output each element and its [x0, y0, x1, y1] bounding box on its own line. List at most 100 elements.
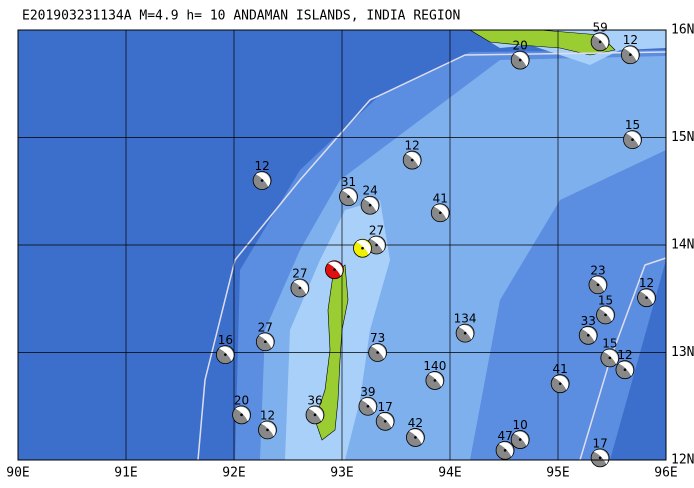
beachball-center	[645, 296, 648, 299]
event-label: 17	[592, 436, 607, 450]
beachball-center	[586, 334, 590, 337]
beachball-center	[518, 58, 522, 62]
beachball-center	[414, 436, 417, 439]
event-label: 12	[623, 33, 638, 47]
beachball-dilatation	[361, 398, 377, 413]
beachball-dilatation	[593, 33, 609, 49]
y-tick-label: 16N	[671, 23, 694, 38]
beachball-dilatation	[603, 349, 618, 365]
plate-boundary	[579, 257, 667, 461]
focal-mechanism	[425, 371, 445, 390]
focal-mechanism	[430, 203, 450, 223]
beachball-center	[368, 203, 372, 207]
beachball-dilatation	[342, 188, 357, 203]
event-label: 12	[639, 276, 654, 290]
beachball-dilatation	[370, 236, 385, 252]
focal-mechanism	[455, 323, 475, 343]
beachball-center	[608, 356, 612, 360]
focal-mechanism	[368, 343, 388, 362]
focal-mechanism	[588, 275, 608, 295]
beachball-center	[410, 158, 414, 162]
event-label: 41	[553, 362, 568, 376]
event-label: 33	[581, 314, 596, 328]
focal-mechanism	[596, 305, 615, 325]
beachball-dilatation	[428, 372, 443, 387]
beachball-dilatation	[624, 46, 639, 62]
beachball-center	[503, 449, 507, 452]
focal-mechanism	[252, 171, 272, 190]
beachball-center	[518, 438, 522, 441]
event-label: 15	[602, 336, 617, 350]
beachball-dilatation	[593, 449, 609, 465]
focal-mechanism	[615, 360, 635, 380]
x-tick-label: 90E	[6, 466, 29, 481]
event-label: 15	[625, 118, 640, 132]
y-tick-label: 15N	[671, 130, 694, 145]
beachball-center	[240, 413, 243, 417]
focal-mechanism	[358, 396, 378, 416]
beachball-center	[347, 195, 350, 198]
focal-mechanism	[360, 195, 380, 215]
event-label: 15	[598, 293, 613, 307]
beachball-center	[604, 313, 607, 317]
beachball-dilatation	[328, 261, 343, 277]
beachball-center	[433, 379, 437, 382]
beachball-dilatation	[498, 442, 514, 457]
event-label: 27	[369, 224, 384, 238]
y-tick-label: 13N	[671, 345, 694, 360]
focal-mechanism	[590, 32, 610, 52]
beachball-center	[260, 179, 264, 182]
focal-mechanism	[620, 45, 640, 65]
x-tick-label: 91E	[114, 466, 137, 481]
plate-boundary	[197, 51, 667, 461]
beachball-dilatation	[626, 131, 641, 146]
beachball-center	[631, 138, 634, 141]
event-label: 16	[218, 333, 233, 347]
beachball-center	[264, 340, 267, 344]
focal-mechanism	[510, 430, 530, 449]
focal-mechanism	[215, 345, 235, 365]
focal-mechanism	[305, 405, 325, 425]
beachball-center	[629, 53, 632, 57]
beachball-center	[438, 211, 442, 215]
beachball-dilatation	[618, 361, 634, 376]
beachball-center	[623, 368, 627, 372]
focal-mechanism	[637, 288, 656, 308]
focal-mechanism	[255, 332, 275, 352]
focal-mechanism	[578, 325, 598, 345]
beachball-dilatation	[405, 151, 421, 167]
beachball-dilatation	[235, 406, 250, 422]
beachball-dilatation	[371, 344, 386, 359]
event-label: 31	[341, 175, 356, 189]
event-label: 73	[370, 331, 385, 345]
focal-mechanism	[232, 405, 251, 425]
event-label: 41	[433, 191, 448, 205]
beachball-dilatation	[219, 346, 234, 361]
beachball-center	[224, 353, 227, 356]
event-label: 12	[260, 408, 275, 422]
beachball-dilatation	[513, 52, 529, 67]
beachball-dilatation	[255, 172, 271, 187]
beachball-center	[596, 283, 600, 287]
beachball-center	[558, 382, 562, 385]
event-label: 12	[254, 159, 269, 173]
focal-mechanism	[325, 260, 344, 280]
focal-mechanism	[402, 150, 422, 170]
event-label: 140	[423, 359, 446, 373]
beachball-dilatation	[591, 276, 607, 292]
focal-mechanism	[367, 235, 386, 255]
beachball-center	[598, 456, 602, 460]
focal-mechanism	[510, 50, 530, 70]
event-label: 27	[258, 320, 273, 334]
focal-mechanism	[375, 411, 395, 431]
y-tick-label: 12N	[671, 453, 694, 468]
beachball-center	[376, 351, 379, 354]
beachball-dilatation	[409, 429, 424, 444]
beachball-center	[383, 420, 387, 423]
beachball-dilatation	[433, 204, 449, 220]
beachball-center	[366, 404, 370, 408]
x-tick-label: 94E	[438, 466, 461, 481]
beachball-dilatation	[458, 325, 474, 340]
beachball-dilatation	[356, 240, 371, 255]
